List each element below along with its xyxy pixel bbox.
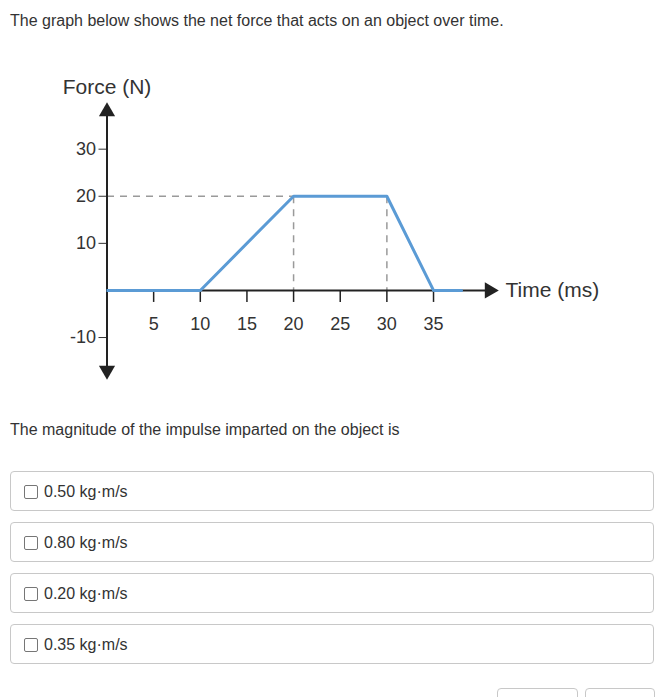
svg-text:25: 25 [330,314,350,334]
svg-text:20: 20 [284,314,304,334]
html-text:0.50 kg·m/s: 0.50 kg·m/s [44,483,128,500]
html-text:0.35 kg·m/s: 0.35 kg·m/s [44,636,128,653]
html-text:The magnitude of the impulse i: The magnitude of the impulse imparted on… [10,421,400,438]
svg-text:10: 10 [190,314,210,334]
svg-text:30: 30 [76,139,96,159]
svg-text:-10: -10 [70,327,96,347]
html-text:The graph below shows the net: The graph below shows the net force that… [10,12,504,29]
html-text:0.20 kg·m/s: 0.20 kg·m/s [44,585,128,602]
svg-text:20: 20 [76,186,96,206]
svg-text:Time (ms): Time (ms) [506,278,600,301]
svg-text:5: 5 [149,314,159,334]
svg-text:10: 10 [76,233,96,253]
html-text:0.80 kg·m/s: 0.80 kg·m/s [44,534,128,551]
svg-text:30: 30 [377,314,397,334]
svg-text:35: 35 [424,314,444,334]
svg-text:15: 15 [237,314,257,334]
svg-text:Force (N): Force (N) [63,75,152,98]
